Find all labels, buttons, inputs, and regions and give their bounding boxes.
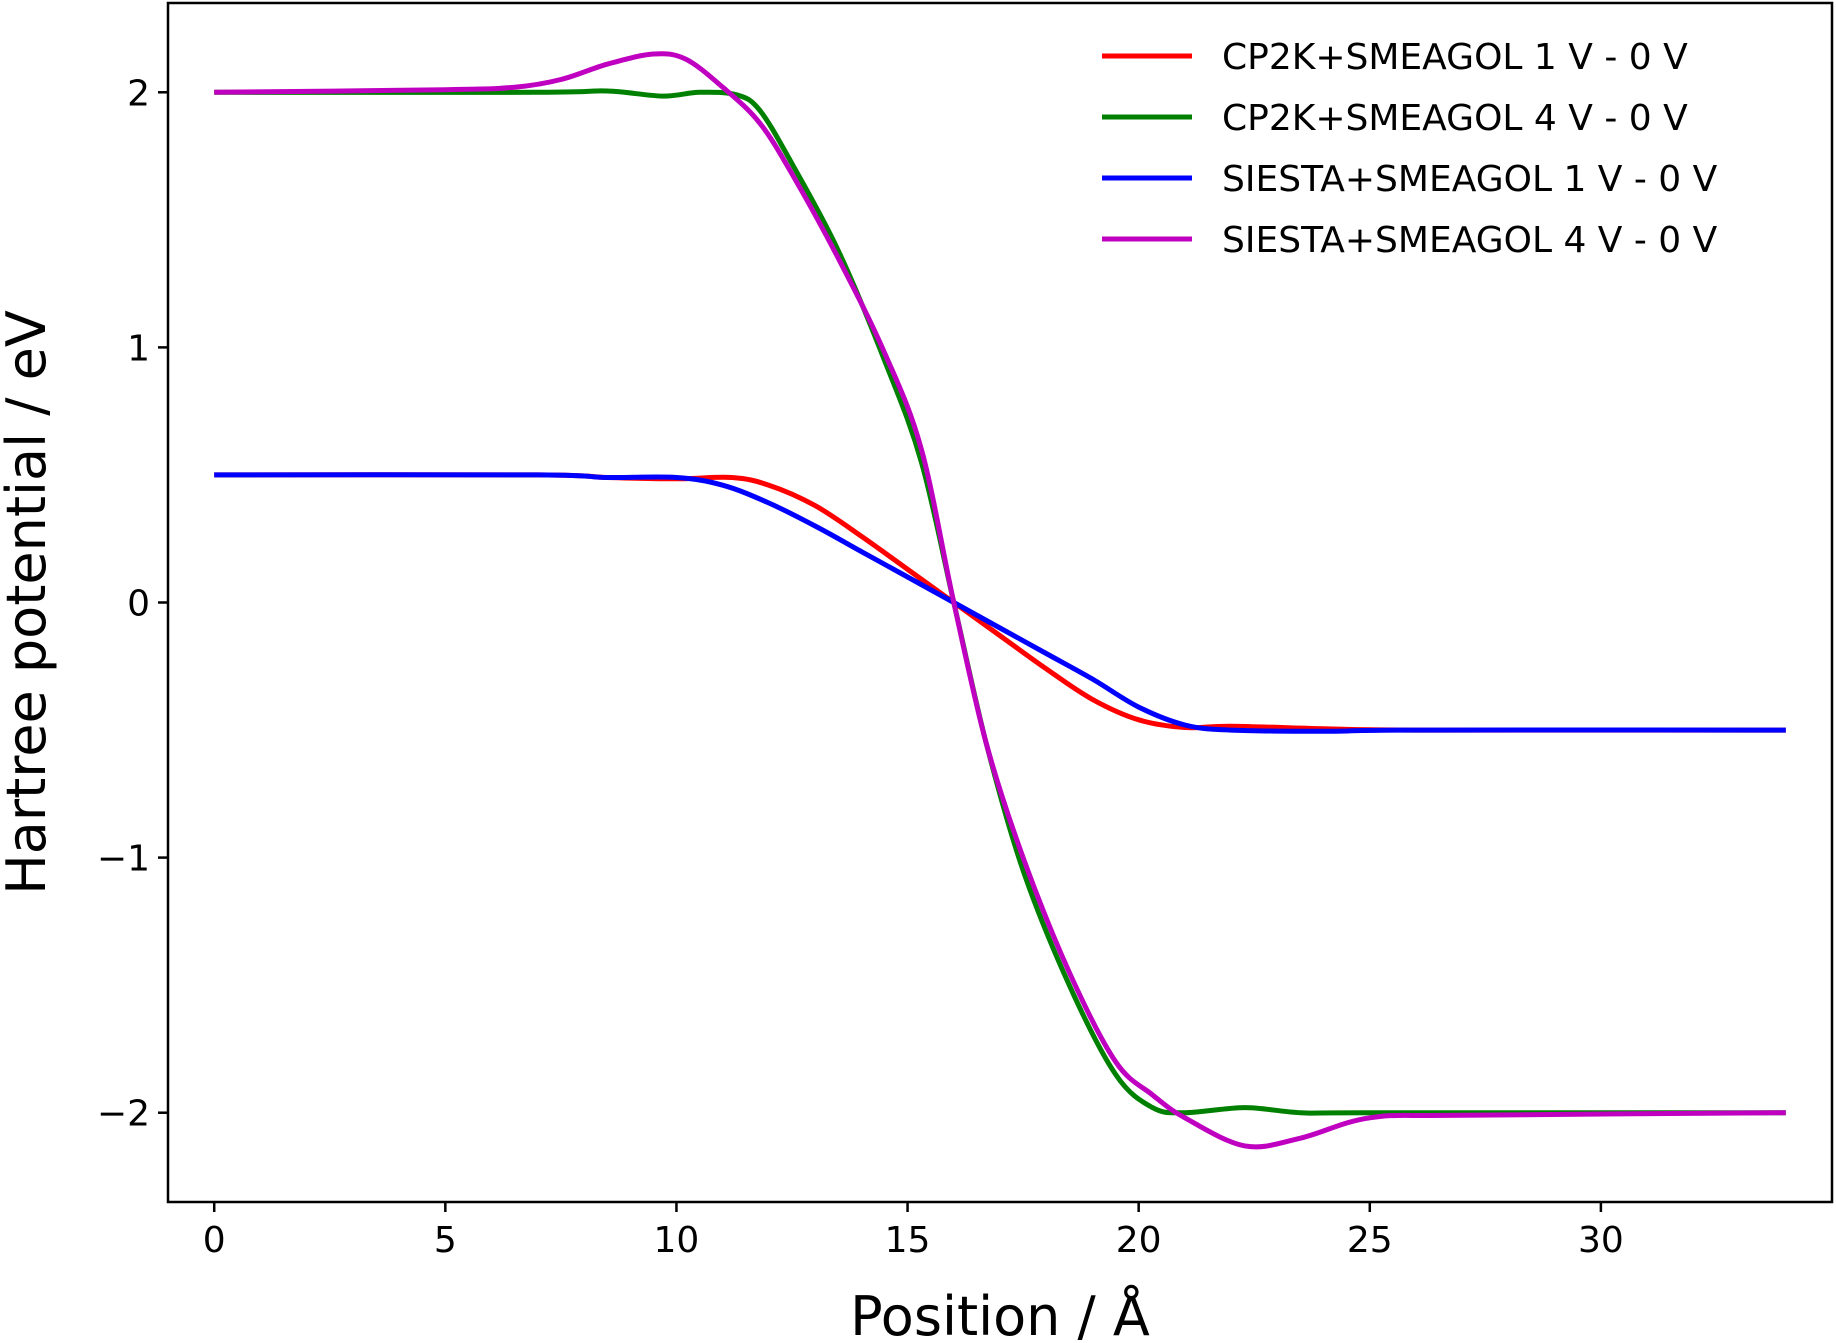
y-tick-label: 1 [127,328,150,369]
y-tick-label: −2 [97,1094,150,1135]
series-line-4 [214,51,1786,1150]
x-tick-label: 15 [885,1220,931,1261]
series-line-1 [214,472,1786,733]
legend-label-2: CP2K+SMEAGOL 4 V - 0 V [1222,98,1688,139]
legend-label-3: SIESTA+SMEAGOL 1 V - 0 V [1222,159,1718,200]
series-line-3 [214,472,1786,734]
legend: CP2K+SMEAGOL 1 V - 0 V CP2K+SMEAGOL 4 V -… [1102,37,1718,261]
x-axis-label: Position / Å [850,1284,1150,1343]
x-tick-label: 25 [1347,1220,1393,1261]
legend-label-4: SIESTA+SMEAGOL 4 V - 0 V [1222,220,1718,261]
series-layer [214,51,1786,1150]
x-tick-label: 0 [203,1220,226,1261]
x-tick-label: 10 [654,1220,700,1261]
y-axis-ticks: −2 −1 0 1 2 [97,73,168,1135]
x-axis-ticks: 0 5 10 15 20 25 30 [203,1202,1624,1261]
y-tick-label: 2 [127,73,150,114]
legend-label-1: CP2K+SMEAGOL 1 V - 0 V [1222,37,1688,78]
y-axis-label: Hartree potential / eV [0,310,58,895]
x-tick-label: 20 [1116,1220,1162,1261]
x-tick-label: 30 [1578,1220,1624,1261]
x-tick-label: 5 [434,1220,457,1261]
y-tick-label: −1 [97,839,150,880]
y-tick-label: 0 [127,584,150,625]
